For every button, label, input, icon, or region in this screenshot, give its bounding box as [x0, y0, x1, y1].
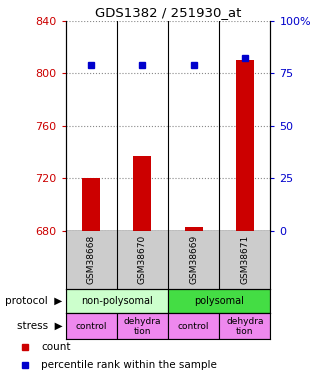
- Bar: [82, 178, 100, 231]
- Text: GSM38670: GSM38670: [138, 235, 147, 284]
- Bar: [168, 313, 219, 339]
- Title: GDS1382 / 251930_at: GDS1382 / 251930_at: [95, 6, 241, 20]
- Text: GSM38668: GSM38668: [87, 235, 96, 284]
- Bar: [168, 289, 270, 313]
- Text: dehydra
tion: dehydra tion: [124, 316, 161, 336]
- Text: count: count: [41, 342, 71, 352]
- Bar: [117, 313, 168, 339]
- Text: control: control: [76, 322, 107, 331]
- Bar: [66, 289, 168, 313]
- Bar: [66, 313, 117, 339]
- Text: polysomal: polysomal: [194, 296, 244, 306]
- Text: GSM38669: GSM38669: [189, 235, 198, 284]
- Bar: [219, 313, 270, 339]
- Text: stress  ▶: stress ▶: [17, 321, 62, 331]
- Text: percentile rank within the sample: percentile rank within the sample: [41, 360, 217, 370]
- Text: dehydra
tion: dehydra tion: [226, 316, 264, 336]
- Bar: [133, 156, 151, 231]
- Text: GSM38671: GSM38671: [240, 235, 249, 284]
- Bar: [185, 226, 203, 231]
- Text: control: control: [178, 322, 209, 331]
- Text: non-polysomal: non-polysomal: [81, 296, 153, 306]
- Text: protocol  ▶: protocol ▶: [5, 296, 62, 306]
- Bar: [236, 60, 254, 231]
